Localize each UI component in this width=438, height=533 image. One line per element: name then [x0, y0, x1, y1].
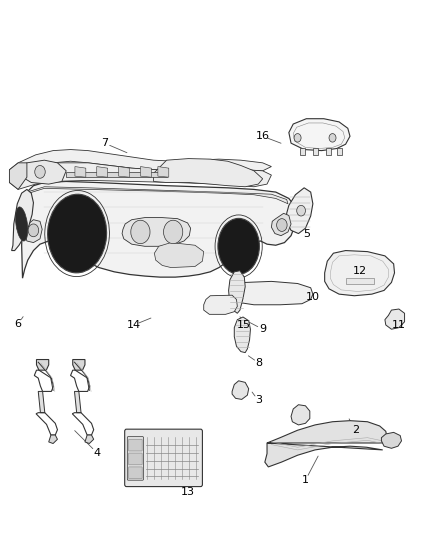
Polygon shape: [326, 149, 331, 155]
Polygon shape: [229, 271, 245, 313]
FancyBboxPatch shape: [129, 453, 142, 465]
Text: 4: 4: [93, 448, 100, 457]
Polygon shape: [265, 421, 387, 467]
Circle shape: [329, 134, 336, 142]
Text: 13: 13: [180, 488, 194, 497]
Polygon shape: [204, 295, 237, 314]
Ellipse shape: [218, 219, 259, 274]
Circle shape: [294, 134, 301, 142]
Polygon shape: [10, 163, 27, 189]
Polygon shape: [346, 278, 374, 284]
FancyBboxPatch shape: [125, 429, 202, 487]
Polygon shape: [97, 166, 108, 177]
Polygon shape: [232, 381, 249, 399]
Polygon shape: [119, 166, 130, 177]
Polygon shape: [337, 149, 342, 155]
Polygon shape: [291, 405, 310, 425]
Polygon shape: [385, 309, 405, 329]
Polygon shape: [38, 391, 45, 413]
FancyBboxPatch shape: [129, 467, 142, 479]
Polygon shape: [75, 166, 86, 177]
Text: 9: 9: [259, 324, 266, 334]
Polygon shape: [18, 160, 66, 184]
Polygon shape: [154, 243, 204, 268]
Polygon shape: [141, 166, 151, 177]
Circle shape: [163, 220, 183, 244]
Text: 1: 1: [302, 475, 309, 485]
Ellipse shape: [15, 207, 28, 241]
Text: 11: 11: [392, 320, 406, 330]
Text: 5: 5: [303, 229, 310, 239]
Polygon shape: [234, 281, 313, 305]
Polygon shape: [85, 435, 94, 443]
Text: 3: 3: [255, 395, 262, 406]
Polygon shape: [10, 150, 272, 173]
Polygon shape: [287, 188, 313, 233]
Text: 12: 12: [353, 266, 367, 276]
Polygon shape: [381, 432, 402, 448]
Circle shape: [28, 224, 39, 237]
Polygon shape: [272, 213, 291, 236]
Polygon shape: [21, 181, 295, 278]
Polygon shape: [27, 187, 288, 204]
Polygon shape: [73, 360, 85, 370]
Polygon shape: [49, 435, 57, 443]
Polygon shape: [12, 189, 33, 251]
Circle shape: [277, 219, 287, 231]
Text: 8: 8: [256, 358, 263, 368]
Polygon shape: [74, 391, 81, 413]
Polygon shape: [158, 166, 169, 177]
Text: 6: 6: [14, 319, 21, 329]
Text: 2: 2: [352, 425, 359, 435]
FancyBboxPatch shape: [129, 439, 142, 451]
Text: 15: 15: [237, 320, 251, 330]
Text: 7: 7: [101, 138, 108, 148]
Polygon shape: [300, 149, 305, 155]
Polygon shape: [313, 149, 318, 155]
Circle shape: [131, 220, 150, 244]
Text: 14: 14: [127, 320, 141, 330]
Polygon shape: [122, 217, 191, 246]
Polygon shape: [25, 220, 42, 243]
Text: 16: 16: [256, 131, 270, 141]
Polygon shape: [325, 251, 395, 296]
FancyBboxPatch shape: [127, 437, 144, 480]
Polygon shape: [153, 159, 263, 187]
Ellipse shape: [48, 194, 106, 273]
Polygon shape: [234, 317, 251, 353]
Text: 10: 10: [306, 292, 320, 302]
Circle shape: [35, 165, 45, 178]
Circle shape: [297, 205, 305, 216]
Polygon shape: [66, 172, 166, 177]
Polygon shape: [289, 119, 350, 151]
Polygon shape: [10, 163, 272, 189]
Polygon shape: [36, 360, 49, 370]
